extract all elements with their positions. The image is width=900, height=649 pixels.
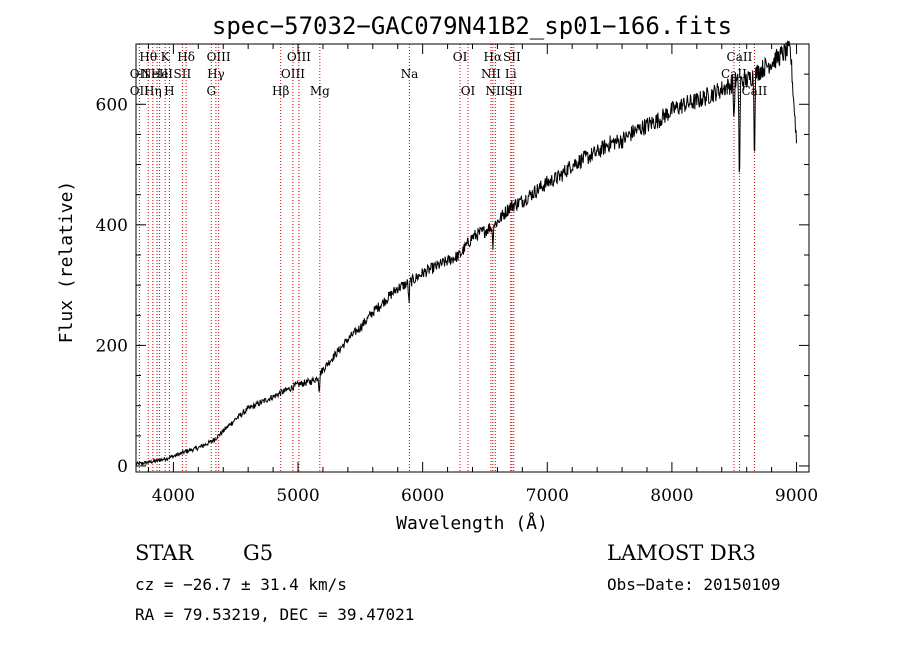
spectral-line-markers <box>138 44 755 472</box>
spectral-line-label: OI <box>453 50 468 64</box>
x-tick-label: 5000 <box>276 486 319 506</box>
x-tick-label: 8000 <box>650 486 693 506</box>
spectral-line-label: SII <box>174 67 192 81</box>
spectral-line-label: OIII <box>281 67 305 81</box>
y-tick-label: 200 <box>96 336 128 356</box>
spectral-line-label: CaII <box>721 67 747 81</box>
spectral-line-label: SII <box>503 50 521 64</box>
spectral-line-label: Hα <box>484 50 503 64</box>
spectrum-line <box>135 40 797 467</box>
survey-name: LAMOST DR3 <box>607 541 756 565</box>
x-tick-label: 7000 <box>526 486 569 506</box>
y-tick-label: 600 <box>96 95 128 115</box>
spectral-line-labels: OIIOIIHθHηNeIIIHeKHSIIHδGHγOIIIHβOIIIOII… <box>130 50 768 98</box>
axis-tick-labels: 4000 5000 6000 7000 8000 9000 0 200 400 600 <box>96 95 819 506</box>
x-tick-label: 4000 <box>152 486 195 506</box>
redshift-velocity: cz = −26.7 ± 31.4 km/s <box>135 575 347 594</box>
chart-title: spec−57032−GAC079N41B2_sp01−166.fits <box>212 12 732 40</box>
x-tick-label: 9000 <box>775 486 818 506</box>
spectral-line-label: OI <box>461 84 476 98</box>
x-tick-label: 6000 <box>401 486 444 506</box>
spectral-line-label: Hδ <box>177 50 195 64</box>
spectral-line-label: Mg <box>310 84 330 98</box>
spectral-line-label: G <box>206 84 216 98</box>
spectral-line-label: CaII <box>741 84 767 98</box>
spectral-line-label: H <box>164 84 174 98</box>
spectral-line-label: Hγ <box>207 67 225 81</box>
plot-frame <box>135 43 810 473</box>
object-class: STAR <box>135 541 194 565</box>
spectral-line-label: CaII <box>727 50 753 64</box>
spectral-line-label: NII <box>485 84 505 98</box>
spectral-line-label: SII <box>505 84 523 98</box>
coordinates: RA = 79.53219, DEC = 39.47021 <box>135 605 414 624</box>
y-tick-label: 400 <box>96 216 128 236</box>
spectral-line-label: Hβ <box>272 84 289 98</box>
spectral-line-label: K <box>161 50 171 64</box>
spectral-line-label: Hη <box>144 84 162 98</box>
y-tick-label: 0 <box>117 457 128 477</box>
spectral-line-label: OIII <box>287 50 311 64</box>
spectral-line-label: Na <box>401 67 419 81</box>
spectral-line-label: OIII <box>207 50 231 64</box>
spectral-line-label: OII <box>130 84 150 98</box>
spectral-line-label: Li <box>505 67 517 81</box>
axis-ticks <box>136 44 809 472</box>
x-axis-label: Wavelength (Å) <box>396 512 548 534</box>
observation-date: Obs−Date: 20150109 <box>607 575 780 594</box>
spectral-line-label: NeIII <box>141 67 173 81</box>
spectral-line-label: He <box>151 67 169 81</box>
y-axis-label: Flux (relative) <box>56 181 77 344</box>
spectral-line-label: NII <box>481 67 501 81</box>
object-subclass: G5 <box>243 541 273 565</box>
spectral-line-label: Hθ <box>139 50 157 64</box>
